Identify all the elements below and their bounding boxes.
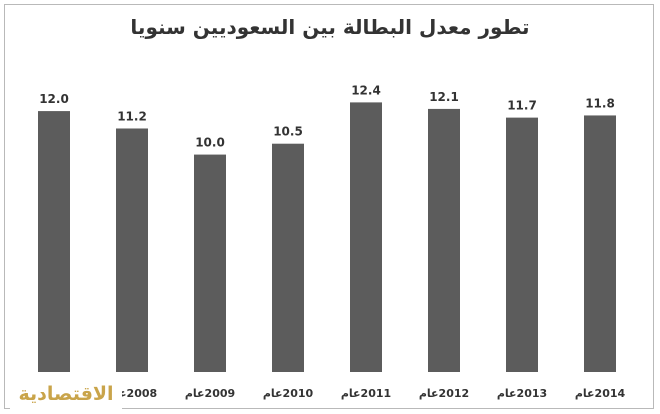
category-label: 2013عام — [497, 387, 547, 400]
publisher-logo: الاقتصادية — [10, 376, 122, 412]
bar-2 — [194, 154, 226, 372]
chart-frame: تطور معدل البطالة بين السعوديين سنويا — [4, 4, 654, 409]
bar-5 — [428, 108, 460, 373]
bar-6 — [506, 117, 538, 372]
bar-7 — [584, 115, 616, 372]
category-label: 2009عام — [185, 387, 235, 400]
bar-value-label: 11.8 — [585, 96, 615, 110]
category-label: 2012عام — [419, 387, 469, 400]
category-label: 2010عام — [263, 387, 314, 400]
chart-title: تطور معدل البطالة بين السعوديين سنويا — [130, 15, 530, 39]
bar-4 — [350, 102, 382, 373]
bar-0 — [38, 111, 70, 372]
bar-value-label: 10.0 — [195, 136, 225, 150]
bar-value-label: 12.0 — [39, 92, 69, 106]
bar-3 — [272, 143, 304, 372]
bar-value-label: 10.5 — [273, 125, 303, 139]
bar-value-label: 12.4 — [351, 83, 381, 97]
category-label: 2014عام — [575, 387, 626, 400]
bar-value-label: 12.1 — [429, 90, 459, 104]
bar-1 — [116, 128, 148, 372]
bar-value-label: 11.7 — [507, 99, 537, 113]
category-label: 2011عام — [341, 387, 391, 400]
bar-value-label: 11.2 — [117, 109, 147, 123]
